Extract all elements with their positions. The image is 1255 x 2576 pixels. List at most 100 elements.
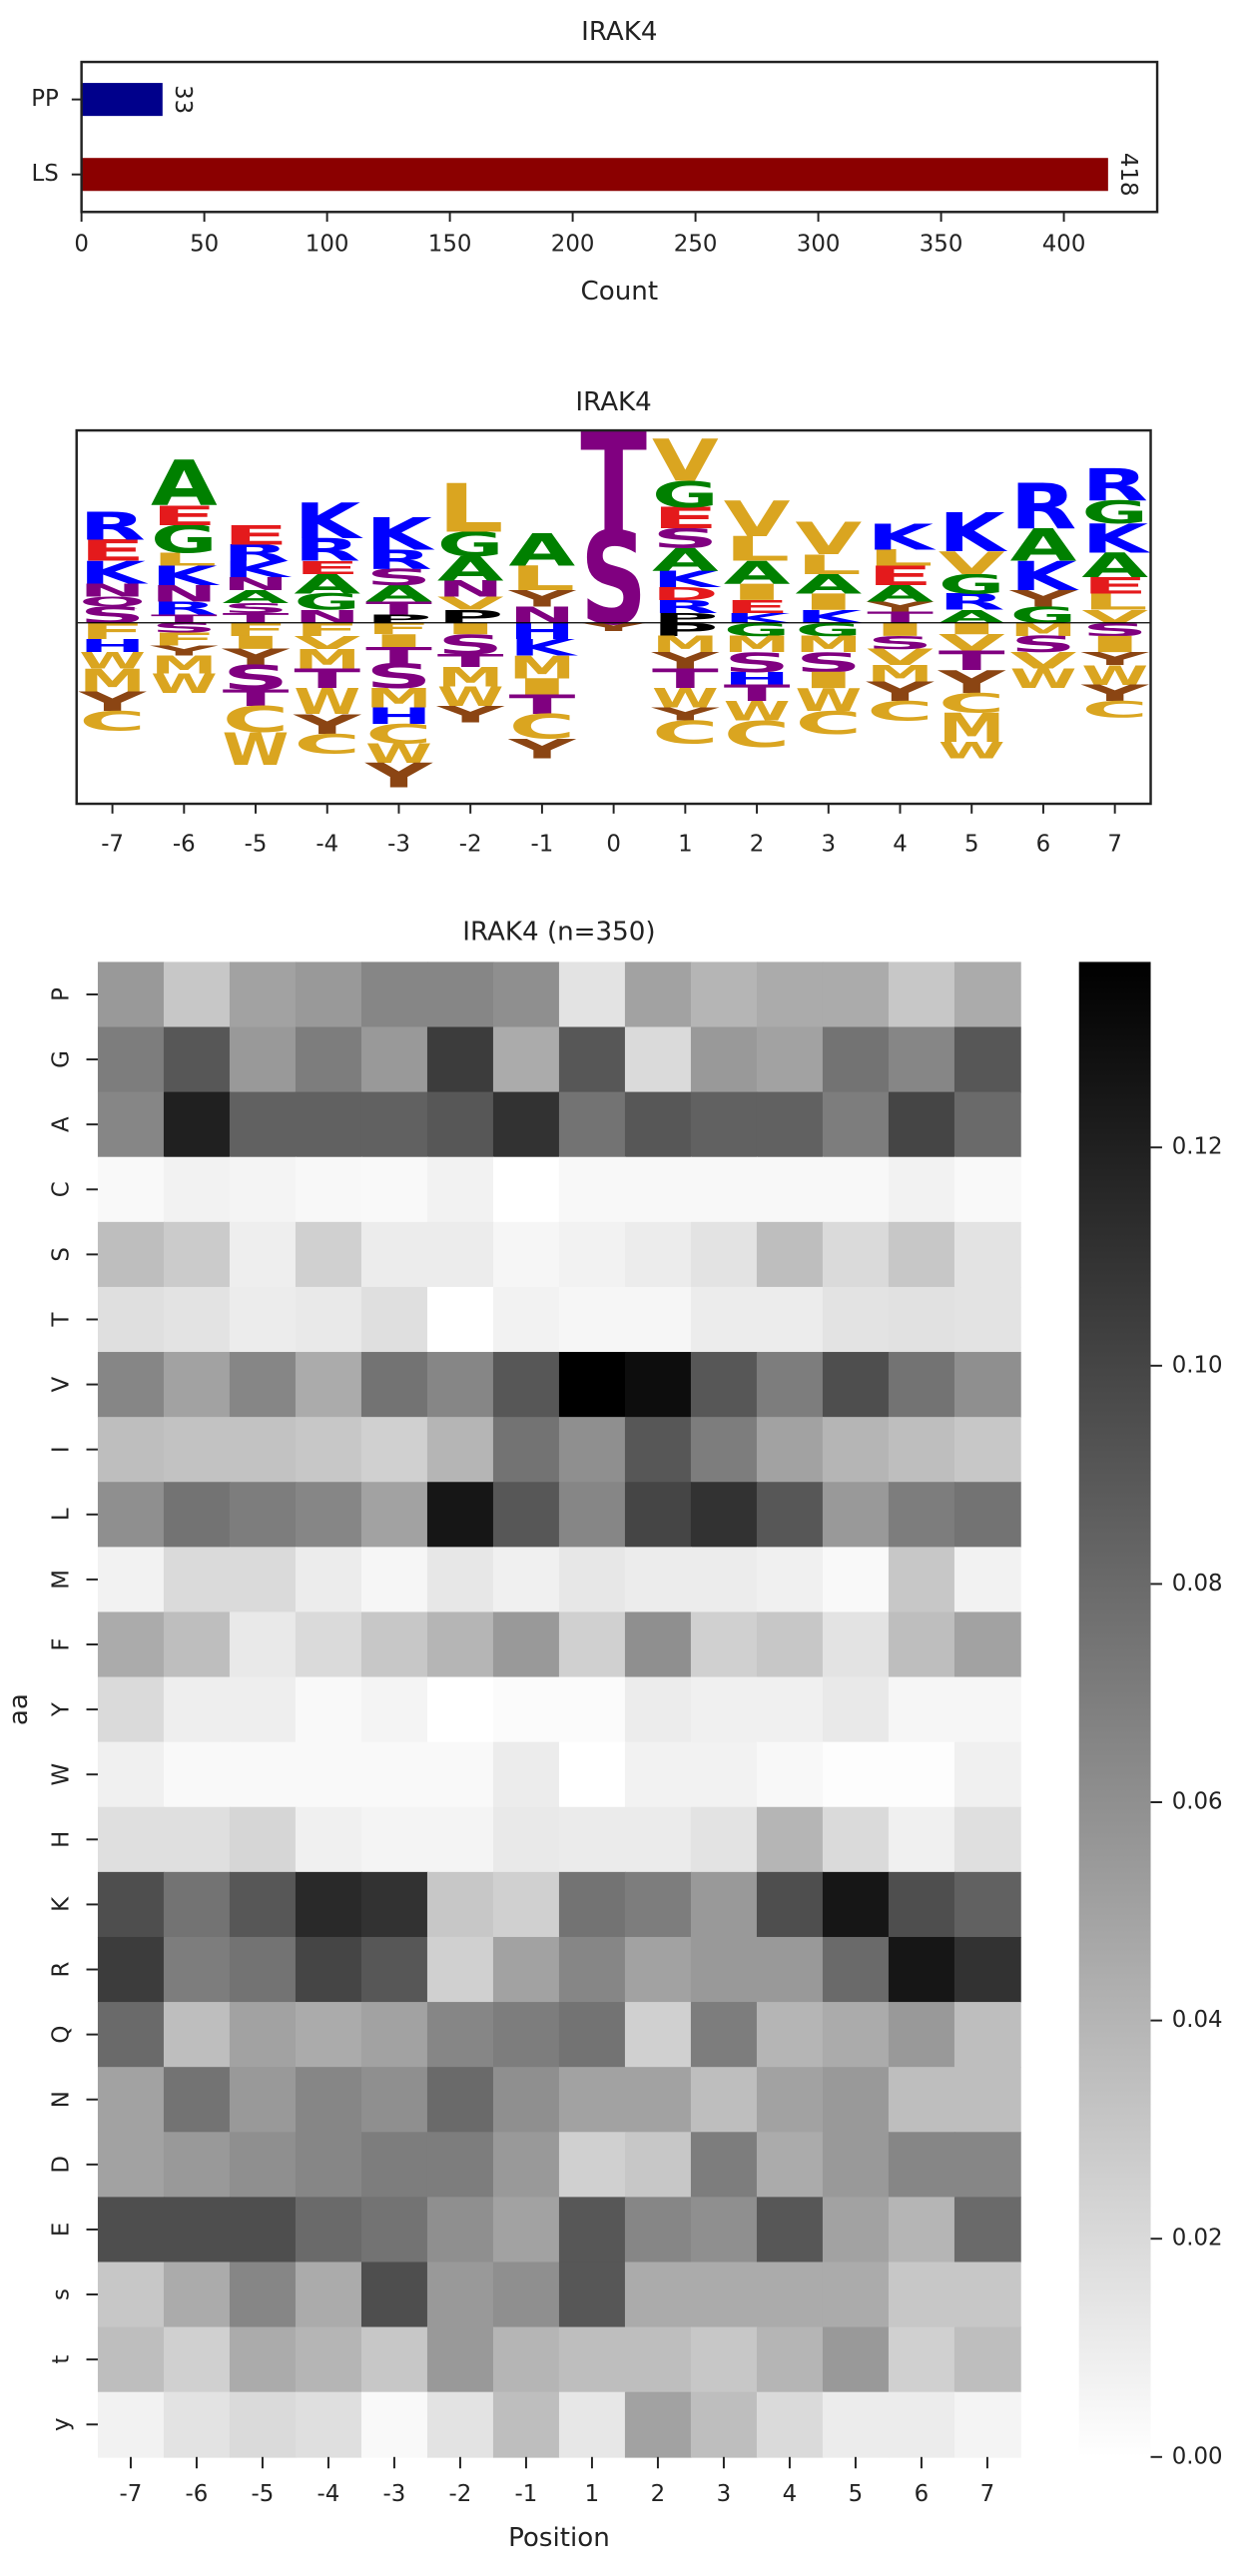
logo-letter: L <box>795 550 862 581</box>
heat-cell <box>624 1352 692 1418</box>
x-tick-label: 7 <box>980 2481 995 2507</box>
heat-cell <box>888 1482 955 1549</box>
heat-cell <box>690 1221 758 1288</box>
heat-cell <box>558 1352 626 1418</box>
logo-letter: Y <box>504 586 579 612</box>
logo-letter: C <box>795 705 862 741</box>
logo-letter: G <box>939 569 1005 600</box>
heat-cell <box>953 2197 1021 2263</box>
logo-letter: I <box>795 589 862 615</box>
x-tick-label: 0 <box>74 231 89 257</box>
heat-cell <box>690 1417 758 1484</box>
heat-cell <box>360 1806 428 1873</box>
heat-cell <box>360 1352 428 1418</box>
logo-letter: K <box>223 556 293 582</box>
heat-cell <box>295 1871 362 1938</box>
logo-letter: T <box>294 664 363 695</box>
heat-cell <box>295 962 362 1028</box>
heat-cell <box>690 1286 758 1353</box>
heat-cell <box>492 1547 560 1613</box>
heat-cell <box>360 962 428 1028</box>
logo-letter: A <box>151 446 219 520</box>
logo-letter: I <box>365 632 432 653</box>
heat-cell <box>295 1741 362 1808</box>
x-tick-label: 3 <box>822 831 837 857</box>
heat-cell <box>690 1676 758 1743</box>
heat-cell <box>558 2326 626 2393</box>
logo-letter: S <box>580 506 647 653</box>
heat-cell <box>295 2197 362 2263</box>
data-label: 33 <box>170 85 196 114</box>
logo-letter: Y <box>75 687 150 718</box>
heat-cell <box>756 2261 824 2328</box>
logo-letter: V <box>867 645 937 671</box>
logo-letter: W <box>79 648 146 674</box>
logo-letter: C <box>867 697 934 728</box>
heat-cell <box>888 962 955 1028</box>
logo-letter: A <box>867 581 937 607</box>
x-tick-label: 150 <box>428 231 472 257</box>
heat-cell <box>888 2002 955 2068</box>
logo-letter: M <box>939 705 1005 752</box>
heat-cell <box>888 1091 955 1158</box>
heat-cell <box>360 1156 428 1223</box>
heat-cell <box>953 2326 1021 2393</box>
heat-cell <box>295 1352 362 1418</box>
heat-cell <box>953 1286 1021 1353</box>
heat-cell <box>953 1091 1021 1158</box>
logo-letter: R <box>294 532 360 568</box>
heat-cell <box>953 2391 1021 2458</box>
heat-cell <box>756 1611 824 1678</box>
heat-cell <box>624 1286 692 1353</box>
heat-cell <box>624 2002 692 2068</box>
heat-cell <box>426 2002 494 2068</box>
y-tick-label: t <box>49 2355 75 2364</box>
logo-letter: G <box>294 589 360 615</box>
logo-letter: A <box>652 542 721 578</box>
x-tick-label: 7 <box>1107 831 1122 857</box>
heat-cell <box>426 962 494 1028</box>
heat-cell <box>360 1871 428 1938</box>
logo-letter: I <box>724 579 791 605</box>
heat-cell <box>756 1547 824 1613</box>
logo-letter: C <box>939 688 1005 719</box>
logo-letter: E <box>724 597 791 618</box>
logo-letter: V <box>724 491 792 549</box>
heat-cell <box>756 2197 824 2263</box>
x-tick-label: -3 <box>387 831 410 857</box>
heat-cell <box>953 1806 1021 1873</box>
heat-cell <box>558 962 626 1028</box>
heat-cell <box>690 1611 758 1678</box>
logo-letter: M <box>151 651 218 679</box>
heat-cell <box>756 1482 824 1549</box>
logo-letter: L <box>724 530 791 569</box>
logo-letter: E <box>652 501 719 536</box>
heat-cell <box>953 1741 1021 1808</box>
heat-cell <box>953 1547 1021 1613</box>
heat-cell <box>558 1156 626 1223</box>
heat-cell <box>163 1286 231 1353</box>
heat-cell <box>953 2002 1021 2068</box>
heat-cell <box>690 2326 758 2393</box>
heat-cell <box>295 1547 362 1613</box>
heat-cell <box>888 2326 955 2393</box>
heat-cell <box>888 1156 955 1223</box>
x-tick-label: -4 <box>317 2481 340 2507</box>
x-tick-label: -4 <box>315 831 338 857</box>
x-tick-label: -7 <box>120 2481 143 2507</box>
heat-cell <box>690 1352 758 1418</box>
heat-cell <box>822 1091 890 1158</box>
x-tick-label: -2 <box>449 2481 472 2507</box>
heat-cell <box>426 1091 494 1158</box>
heat-cell <box>295 1091 362 1158</box>
heat-cell <box>163 1676 231 1743</box>
heat-cell <box>163 1611 231 1678</box>
heat-cell <box>163 1871 231 1938</box>
x-tick-label: 1 <box>585 2481 600 2507</box>
heat-cell <box>822 2132 890 2199</box>
heat-cell <box>295 1026 362 1093</box>
logo-letter: Y <box>218 645 293 671</box>
heat-cell <box>624 1547 692 1613</box>
logo-letter: T <box>724 681 794 707</box>
heat-cell <box>624 1091 692 1158</box>
